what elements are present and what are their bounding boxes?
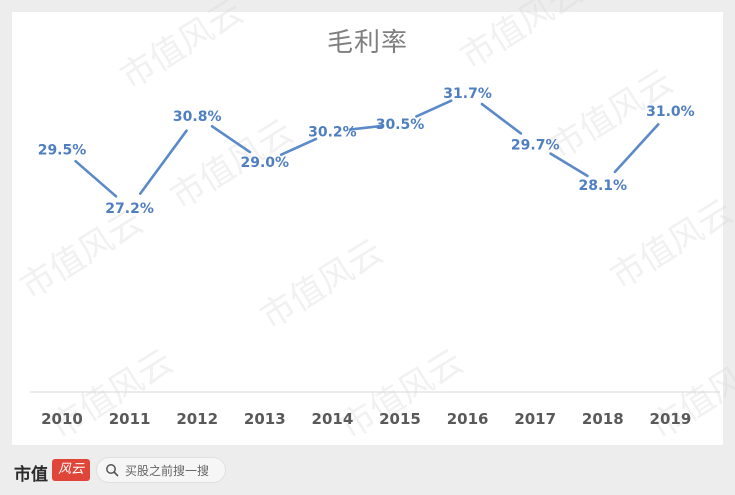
- data-label: 29.0%: [241, 155, 290, 171]
- series-line-segment: [279, 137, 318, 157]
- series-line-segment: [210, 125, 252, 154]
- data-label: 28.1%: [579, 178, 628, 194]
- series-line-segment: [480, 102, 523, 135]
- data-label: 29.7%: [511, 137, 560, 153]
- x-tick-label: 2015: [379, 410, 421, 428]
- chart-title: 毛利率: [326, 28, 408, 58]
- search-box[interactable]: 买股之前搜一搜: [96, 457, 226, 483]
- data-label: 29.5%: [38, 142, 87, 158]
- chart-card: [12, 12, 723, 445]
- x-tick-label: 2017: [514, 410, 556, 428]
- watermark-text: 市值风云: [14, 202, 151, 308]
- x-tick-label: 2010: [41, 410, 83, 428]
- series-line-segment: [74, 159, 118, 198]
- data-label: 31.7%: [443, 86, 492, 102]
- series-line-segment: [138, 129, 188, 195]
- series-line-segment: [415, 99, 453, 118]
- data-label: 31.0%: [646, 104, 695, 120]
- data-label: 30.8%: [173, 109, 222, 125]
- series-line-segment: [613, 123, 660, 174]
- x-tick-label: 2018: [582, 410, 624, 428]
- watermark-text: 市值风云: [644, 342, 735, 448]
- data-label: 27.2%: [105, 201, 154, 217]
- brand-name: 市值: [14, 465, 48, 485]
- x-tick-label: 2012: [176, 410, 218, 428]
- data-labels: 29.5% 27.2% 30.8% 29.0% 30.2% 30.5% 31.7% 29.7%…: [38, 86, 695, 217]
- search-placeholder: 买股之前搜一搜: [125, 463, 210, 478]
- data-label: 30.2%: [308, 125, 357, 141]
- series-line-segment: [348, 124, 384, 131]
- x-tick-label: 2013: [244, 410, 286, 428]
- watermark-text: 市值风云: [44, 342, 181, 448]
- footer-bar: 市值 风云 买股之前搜一搜: [0, 450, 735, 495]
- x-tick-label: 2019: [650, 410, 692, 428]
- watermark-text: 市值风云: [604, 192, 735, 298]
- watermark-text: 市值风云: [334, 342, 471, 448]
- x-tick-label: 2011: [109, 410, 151, 428]
- watermark-text: 市值风云: [254, 232, 391, 338]
- series-layer: [74, 99, 660, 198]
- x-tick-label: 2014: [312, 410, 354, 428]
- x-tick-labels: 2010 2011 2012 2013 2014 2015 2016 2017 2018 2019: [41, 410, 691, 428]
- search-icon: [106, 464, 119, 477]
- data-label: 30.5%: [376, 117, 425, 133]
- x-tick-label: 2016: [447, 410, 489, 428]
- brand-logo: 风云: [52, 459, 90, 481]
- series-line-segment: [549, 152, 589, 178]
